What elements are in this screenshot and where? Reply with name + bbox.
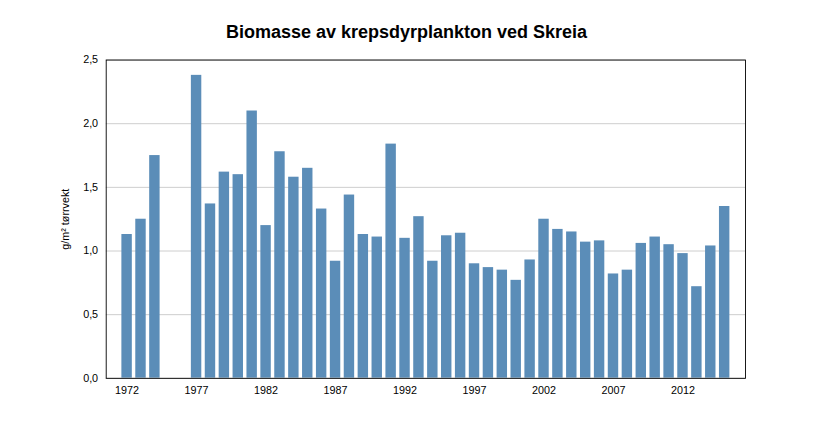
svg-text:2007: 2007	[601, 384, 625, 396]
svg-text:1,5: 1,5	[83, 181, 98, 193]
svg-text:0,0: 0,0	[83, 372, 98, 384]
svg-text:1972: 1972	[115, 384, 139, 396]
svg-text:1977: 1977	[185, 384, 209, 396]
html-text:Biomasse av krepsdyrplankton v: Biomasse av krepsdyrplankton ved Skreia	[225, 22, 588, 42]
svg-text:2,5: 2,5	[83, 53, 98, 65]
svg-text:0,5: 0,5	[83, 308, 98, 320]
svg-text:2012: 2012	[671, 384, 695, 396]
svg-text:1987: 1987	[324, 384, 348, 396]
svg-text:2002: 2002	[532, 384, 556, 396]
svg-text:1997: 1997	[462, 384, 486, 396]
svg-text:2,0: 2,0	[83, 117, 98, 129]
svg-text:1,0: 1,0	[83, 244, 98, 256]
svg-text:g/m² tørrvekt: g/m² tørrvekt	[59, 189, 71, 250]
svg-text:1992: 1992	[393, 384, 417, 396]
svg-text:1982: 1982	[254, 384, 278, 396]
